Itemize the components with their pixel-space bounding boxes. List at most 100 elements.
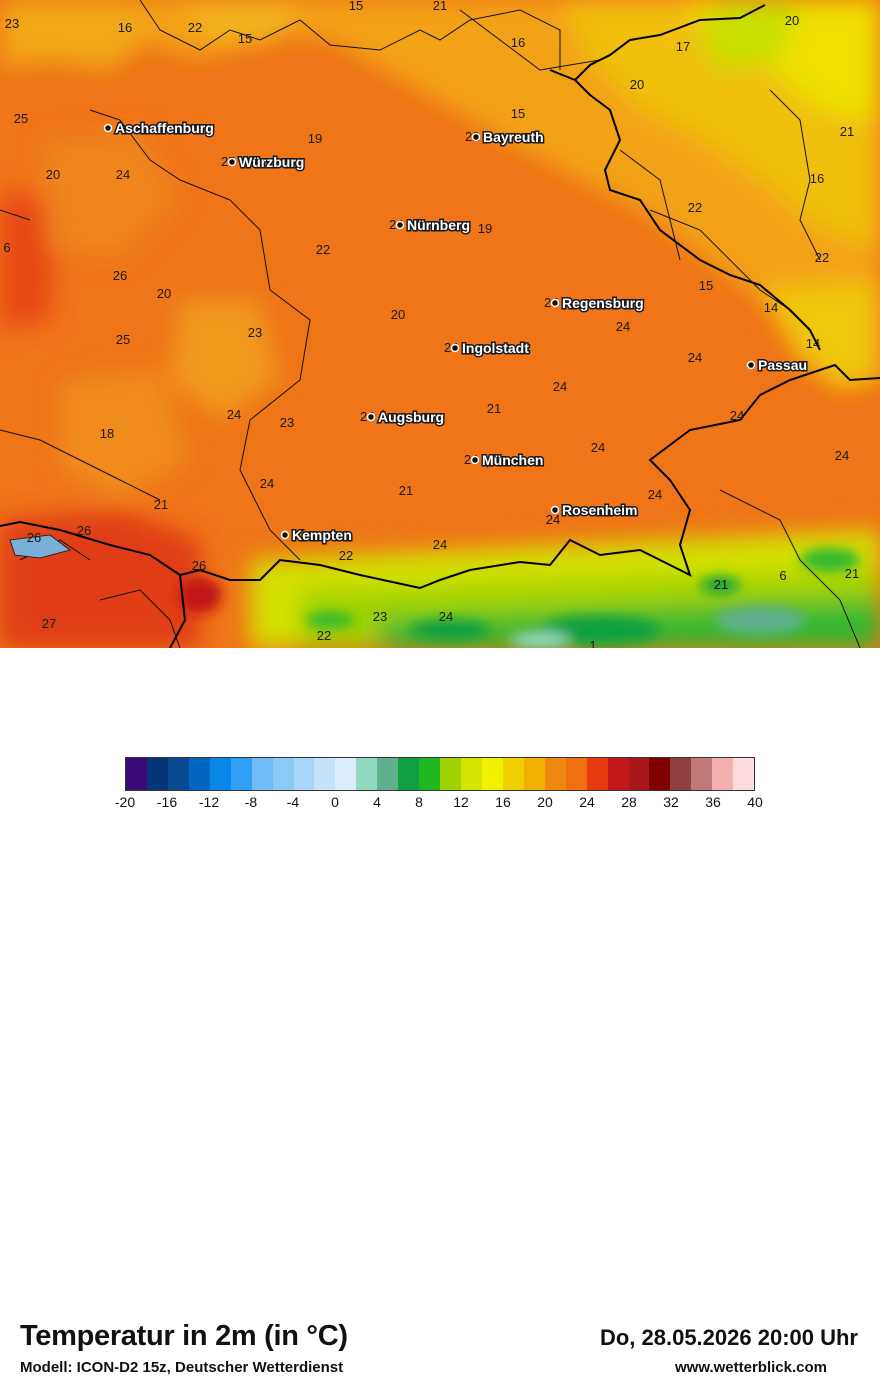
legend-swatch: [251, 758, 273, 790]
legend-tick-label: -16: [156, 794, 178, 810]
legend-swatch: [544, 758, 566, 790]
temperature-map[interactable]: Aschaffenburg 25 Würzburg 22 Bayreuth 24 Nürnb…: [0, 0, 880, 648]
legend-swatch: [293, 758, 315, 790]
city-dot: [103, 123, 113, 133]
temperature-value: 16: [511, 35, 525, 50]
temperature-value: 24: [433, 537, 447, 552]
legend-tick-label: 8: [415, 794, 423, 810]
temperature-value: 14: [806, 336, 820, 351]
legend-swatch: [126, 758, 147, 790]
city-label[interactable]: Kempten: [291, 526, 354, 545]
legend-swatch: [607, 758, 629, 790]
temperature-value: 23: [5, 16, 19, 31]
legend-swatch: [167, 758, 189, 790]
legend-swatch: [314, 758, 336, 790]
legend-swatch: [440, 758, 461, 790]
city-label[interactable]: Regensburg: [561, 294, 646, 313]
legend-swatch: [670, 758, 692, 790]
city-dot: [280, 530, 290, 540]
legend-swatch: [377, 758, 399, 790]
temperature-value: 26: [192, 558, 206, 573]
temperature-value: 25: [14, 111, 28, 126]
temperature-value: 22: [815, 250, 829, 265]
temperature-value: 20: [630, 77, 644, 92]
temperature-value: 21: [399, 483, 413, 498]
temperature-value: 15: [511, 106, 525, 121]
website-link[interactable]: www.wetterblick.com: [675, 1359, 827, 1376]
temperature-value: 27: [42, 616, 56, 631]
legend-swatch: [335, 758, 357, 790]
temperature-value: 19: [478, 221, 492, 236]
legend-swatch: [209, 758, 231, 790]
legend-swatch: [188, 758, 210, 790]
temperature-value: 24: [591, 440, 605, 455]
temperature-value: 17: [676, 39, 690, 54]
temperature-value: 24: [227, 407, 241, 422]
legend-tick-label: 12: [453, 794, 469, 810]
temperature-value: 20: [785, 13, 799, 28]
temperature-value: 6: [3, 240, 10, 255]
temperature-value: 15: [699, 278, 713, 293]
legend-tick-label: 40: [747, 794, 763, 810]
city-dot: [550, 505, 560, 515]
temperature-value: 24: [116, 167, 130, 182]
legend-swatch: [565, 758, 587, 790]
temperature-value: 19: [308, 131, 322, 146]
legend-swatch: [502, 758, 524, 790]
city-label[interactable]: Würzburg: [238, 153, 306, 172]
legend-swatch: [733, 758, 755, 790]
legend-swatch: [586, 758, 608, 790]
temperature-value: 24: [688, 350, 702, 365]
city-dot: [366, 412, 376, 422]
temperature-value: 24: [553, 379, 567, 394]
temperature-value: 25: [116, 332, 130, 347]
legend-swatch: [272, 758, 294, 790]
legend-tick-label: -8: [244, 794, 258, 810]
temperature-value: 26: [27, 530, 41, 545]
legend-swatch: [230, 758, 252, 790]
temperature-value: 15: [238, 31, 252, 46]
temperature-value: 1: [589, 638, 596, 648]
temperature-value: 21: [154, 497, 168, 512]
temperature-value: 16: [118, 20, 132, 35]
city-label[interactable]: Nürnberg: [406, 216, 472, 235]
temperature-value: 24: [648, 487, 662, 502]
city-label[interactable]: München: [481, 451, 545, 470]
alps-detail: [178, 548, 860, 648]
temperature-value: 18: [100, 426, 114, 441]
temperature-value: 26: [77, 523, 91, 538]
forecast-datetime: Do, 28.05.2026 20:00 Uhr: [599, 1325, 858, 1350]
temperature-value: 20: [46, 167, 60, 182]
city-label[interactable]: Aschaffenburg: [114, 119, 216, 138]
legend-tick-label: 32: [663, 794, 679, 810]
city-label[interactable]: Augsburg: [377, 408, 446, 427]
city-label[interactable]: Ingolstadt: [461, 339, 531, 358]
color-legend: [125, 757, 755, 791]
legend-tick-label: 20: [537, 794, 553, 810]
temperature-value: 26: [113, 268, 127, 283]
temperature-value: 22: [688, 200, 702, 215]
legend-swatch: [356, 758, 378, 790]
temperature-value: 22: [316, 242, 330, 257]
legend-swatch: [712, 758, 734, 790]
temperature-value: 23: [248, 325, 262, 340]
legend-tick-label: 4: [373, 794, 381, 810]
legend-tick-label: -12: [198, 794, 220, 810]
lake-constance: [9, 534, 71, 559]
temperature-value: 22: [339, 548, 353, 563]
temperature-value: 24: [616, 319, 630, 334]
city-label[interactable]: Rosenheim: [561, 501, 639, 520]
temperature-value: 22: [317, 628, 331, 643]
temperature-value: 15: [349, 0, 363, 13]
city-markers: Aschaffenburg 25 Würzburg 22 Bayreuth 24 Nürnb…: [103, 119, 809, 545]
city-dot: [227, 157, 237, 167]
temperature-value: 14: [764, 300, 778, 315]
city-label[interactable]: Bayreuth: [482, 128, 546, 147]
temperature-value: 24: [546, 512, 560, 527]
temperature-value: 21: [487, 401, 501, 416]
temperature-value: 21: [840, 124, 854, 139]
temperature-value: 6: [779, 568, 786, 583]
city-label[interactable]: Passau: [757, 356, 809, 375]
country-border: [0, 4, 880, 648]
